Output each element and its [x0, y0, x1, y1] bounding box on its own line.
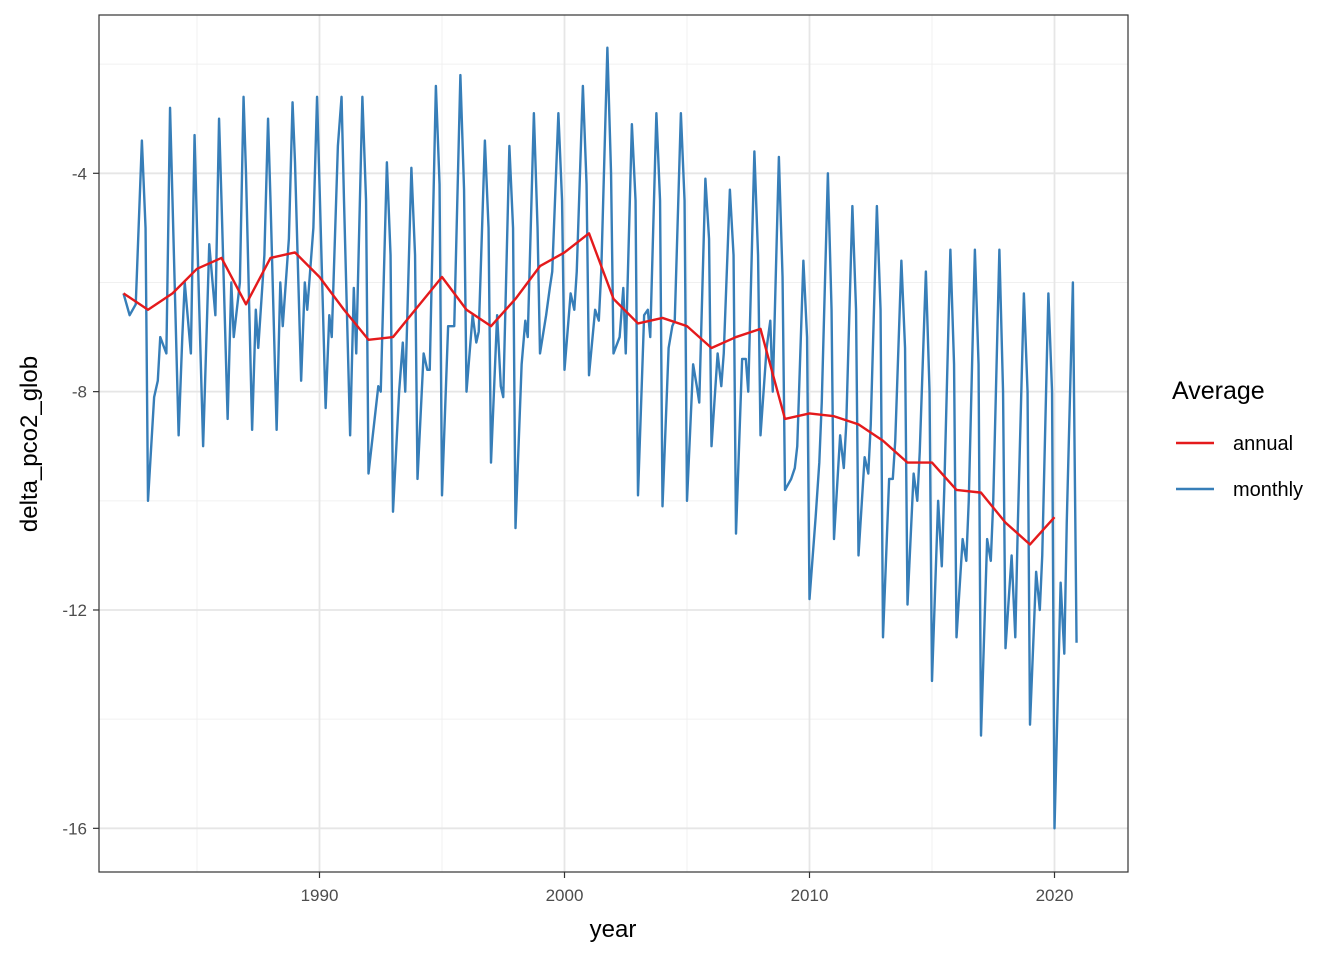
x-tick-label: 2010: [791, 886, 829, 905]
y-tick-label: -12: [62, 601, 87, 620]
series-monthly-line: [122, 46, 1078, 830]
y-axis: -4 -8 -12 -16: [62, 164, 99, 838]
legend-label-monthly: monthly: [1233, 479, 1303, 501]
x-axis-title: year: [590, 916, 637, 943]
series-annual-line: [122, 232, 1056, 546]
x-axis: 1990 2000 2010 2020: [301, 872, 1074, 905]
legend: Average annual monthly: [1172, 377, 1303, 501]
y-axis-title: delta_pco2_glob: [16, 356, 43, 532]
legend-label-annual: annual: [1233, 433, 1293, 455]
x-tick-label: 2000: [546, 886, 584, 905]
panel-border: [98, 14, 1129, 873]
series-layer: [122, 46, 1078, 830]
legend-title: Average: [1172, 377, 1265, 405]
y-tick-label: -16: [62, 819, 87, 838]
y-tick-label: -4: [72, 164, 87, 183]
x-tick-label: 2020: [1036, 886, 1074, 905]
y-tick-label: -8: [72, 383, 87, 402]
x-tick-label: 1990: [301, 886, 339, 905]
